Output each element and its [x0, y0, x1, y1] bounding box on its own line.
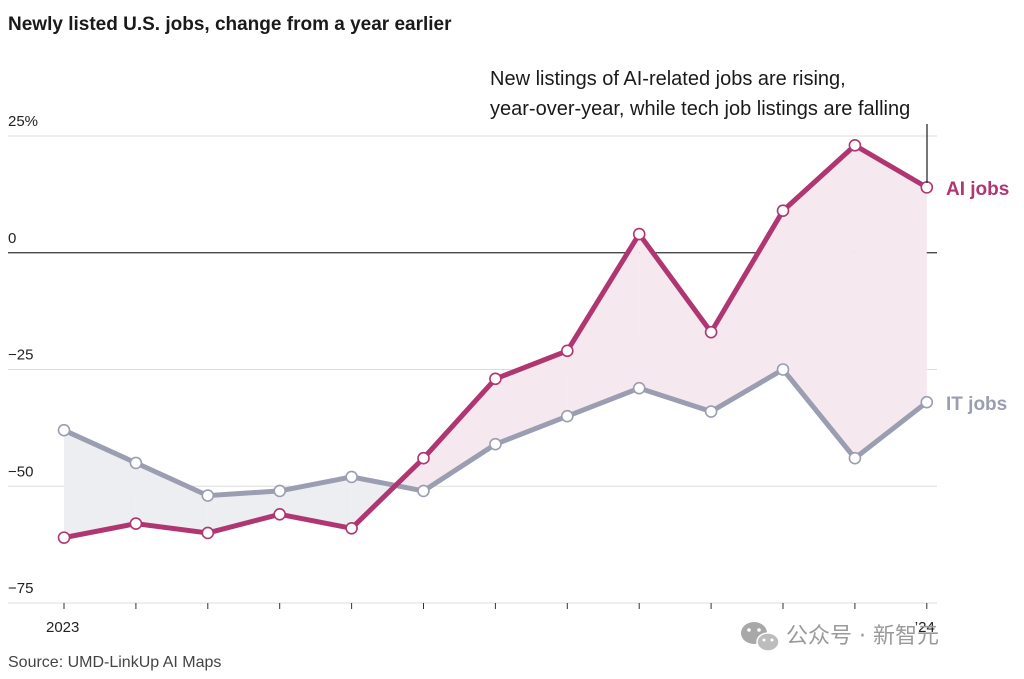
chart-title: Newly listed U.S. jobs, change from a ye… — [8, 14, 452, 35]
it-jobs-point — [273, 484, 287, 498]
x-tick-label-2023: 2023 — [46, 619, 79, 636]
it-jobs-point — [920, 395, 934, 409]
series-label-it-jobs: IT jobs — [946, 394, 1007, 415]
y-axis-ticks: 25% 0 −25 −50 −75 — [8, 113, 38, 597]
fill-between-segment — [854, 145, 927, 459]
x-tick-label-24: ’24 — [915, 619, 935, 636]
watermark-text: 公众号 · 新智元 — [786, 624, 939, 649]
it-jobs-point — [632, 381, 646, 395]
ai-jobs-point — [201, 526, 215, 540]
ai-jobs-point — [273, 507, 287, 521]
y-tick-label: −25 — [8, 347, 33, 364]
y-tick-label: −75 — [8, 580, 33, 597]
it-jobs-point — [489, 437, 502, 451]
it-jobs-point — [848, 451, 862, 465]
fill-between-area — [64, 145, 927, 538]
source-note: Source: UMD-LinkUp AI Maps — [8, 654, 221, 671]
fill-between-segment — [423, 378, 496, 491]
annotation-line-2: year-over-year, while tech job listings … — [490, 98, 910, 120]
ai-jobs-point — [776, 204, 790, 218]
y-tick-label: −50 — [8, 463, 33, 480]
it-jobs-point — [776, 363, 790, 376]
it-jobs-point — [57, 423, 71, 437]
it-jobs-point — [704, 405, 718, 418]
ai-jobs-point — [848, 139, 862, 152]
fill-between-segment — [783, 145, 855, 459]
it-jobs-point — [560, 409, 574, 423]
ai-jobs-point — [920, 181, 934, 194]
it-jobs-point — [345, 470, 358, 484]
watermark: 公众号 · 新智元 — [741, 622, 939, 652]
fill-between-segment — [639, 234, 712, 412]
series-points — [57, 139, 934, 544]
ai-jobs-point — [704, 325, 718, 339]
fill-between-segment — [711, 210, 783, 412]
wechat-icon — [741, 622, 780, 652]
fill-between-segment — [135, 462, 208, 533]
y-tick-label: 0 — [8, 230, 16, 247]
ai-jobs-point — [560, 344, 574, 358]
y-tick-label: 25% — [8, 113, 38, 130]
it-jobs-point — [417, 484, 430, 498]
ai-jobs-point — [417, 451, 430, 465]
ai-jobs-point — [489, 372, 502, 386]
ai-jobs-point — [632, 227, 646, 241]
annotation-line-1: New listings of AI-related jobs are risi… — [490, 68, 846, 90]
ai-jobs-point — [129, 517, 143, 530]
fill-between-segment — [567, 234, 640, 417]
annotation: New listings of AI-related jobs are risi… — [490, 68, 928, 183]
ai-jobs-point — [57, 531, 71, 544]
ai-jobs-point — [345, 521, 358, 535]
it-jobs-point — [129, 456, 143, 470]
x-axis-ticks: 2023 ’24 — [46, 603, 935, 636]
series-label-ai-jobs: AI jobs — [946, 179, 1009, 200]
it-jobs-point — [201, 489, 215, 502]
fill-between-segment — [207, 490, 280, 533]
